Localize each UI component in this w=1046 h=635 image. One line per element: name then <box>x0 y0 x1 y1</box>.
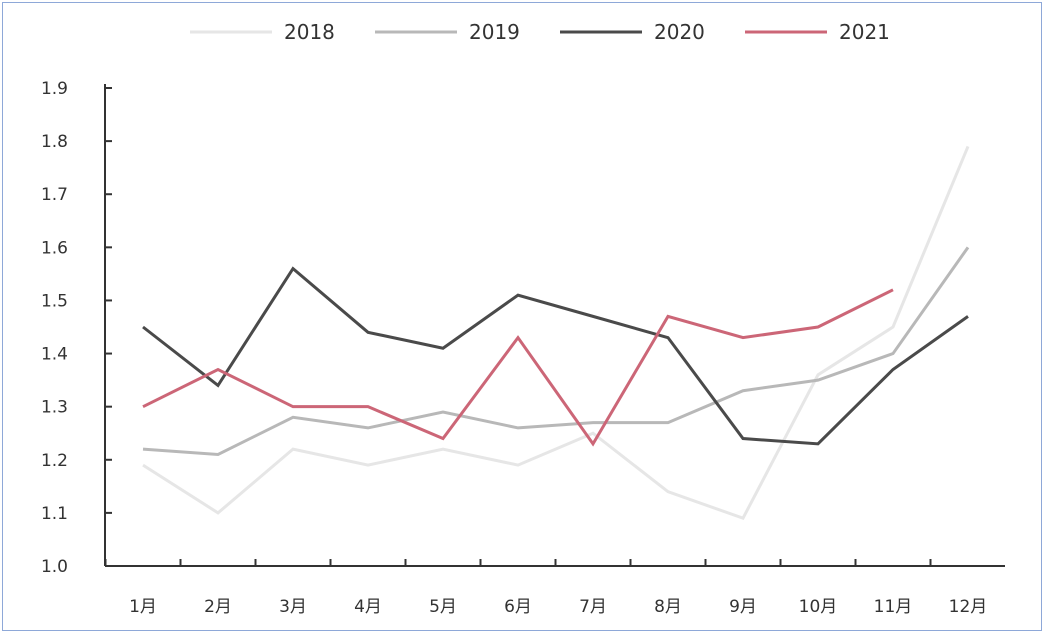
y-tick-label: 1.0 <box>41 557 68 577</box>
x-tick-label: 7月 <box>579 597 607 617</box>
x-tick-label: 6月 <box>504 597 532 617</box>
y-tick-label: 1.9 <box>41 79 68 99</box>
series-line-2020 <box>142 266 969 446</box>
x-tick-label: 3月 <box>279 597 307 617</box>
y-tick-label: 1.4 <box>41 345 68 365</box>
x-tick-label: 1月 <box>129 597 157 617</box>
y-tick-label: 1.5 <box>41 291 68 311</box>
x-tick-label: 10月 <box>799 597 838 617</box>
y-tick-label: 1.7 <box>41 185 68 205</box>
legend-label-2018: 2018 <box>284 20 335 44</box>
y-tick-label: 1.2 <box>41 451 68 471</box>
series-layer <box>142 145 970 521</box>
x-tick-label: 12月 <box>949 597 988 617</box>
x-tick-label: 9月 <box>729 597 757 617</box>
series-line-2019 <box>142 246 970 456</box>
y-tick-label: 1.3 <box>41 398 68 418</box>
y-tick-label: 1.8 <box>41 132 68 152</box>
legend-label-2020: 2020 <box>654 20 705 44</box>
x-tick-label: 4月 <box>354 597 382 617</box>
x-tick-label: 2月 <box>204 597 232 617</box>
y-tick-label: 1.6 <box>41 238 68 258</box>
axes: 1.0 1.1 1.2 1.3 1.4 1.5 1.6 1.7 1.8 1.9 1月 2月 3月 4月 5月… <box>41 79 1005 617</box>
x-tick-label: 5月 <box>429 597 457 617</box>
series-line-2021 <box>142 288 894 447</box>
x-tick-label: 11月 <box>874 597 913 617</box>
series-line-2018 <box>142 145 970 521</box>
legend: 2018 2019 2020 2021 <box>190 20 890 44</box>
x-tick-label: 8月 <box>654 597 682 617</box>
legend-label-2021: 2021 <box>839 20 890 44</box>
legend-label-2019: 2019 <box>469 20 520 44</box>
y-tick-label: 1.1 <box>41 504 68 524</box>
